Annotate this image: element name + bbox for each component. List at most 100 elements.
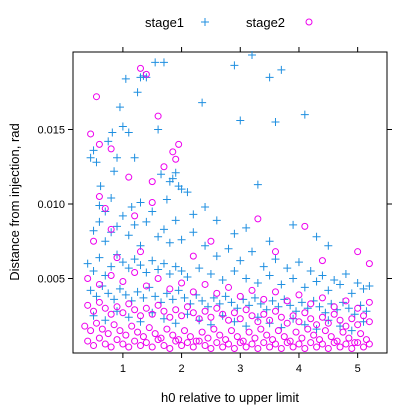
data-point-stage1 bbox=[218, 275, 227, 284]
data-point-stage2 bbox=[271, 340, 279, 348]
data-point-stage1 bbox=[306, 267, 315, 276]
data-point-stage2 bbox=[90, 237, 98, 245]
data-point-stage1 bbox=[95, 217, 104, 226]
data-point-stage2 bbox=[172, 155, 180, 163]
data-point-stage1 bbox=[151, 292, 160, 301]
data-point-stage2 bbox=[90, 342, 98, 350]
data-point-stage1 bbox=[177, 185, 186, 194]
data-point-stage2 bbox=[248, 286, 256, 294]
data-point-stage1 bbox=[253, 180, 262, 189]
data-point-stage1 bbox=[107, 262, 116, 271]
data-point-stage2 bbox=[119, 340, 127, 348]
data-point-stage1 bbox=[347, 326, 356, 335]
data-point-stage2 bbox=[160, 307, 168, 315]
legend-label-stage1: stage1 bbox=[145, 15, 184, 30]
legend-label-stage2: stage2 bbox=[246, 15, 285, 30]
data-point-stage1 bbox=[277, 65, 286, 74]
data-point-stage1 bbox=[330, 275, 339, 284]
data-point-stage2 bbox=[318, 313, 326, 321]
data-point-stage1 bbox=[127, 202, 136, 211]
data-point-stage2 bbox=[195, 337, 203, 345]
data-point-stage2 bbox=[242, 343, 250, 351]
data-point-stage2 bbox=[154, 336, 162, 344]
data-point-stage2 bbox=[225, 316, 233, 324]
data-point-stage2 bbox=[298, 334, 306, 342]
data-point-stage1 bbox=[159, 58, 168, 67]
data-point-stage2 bbox=[295, 291, 303, 299]
data-point-stage1 bbox=[315, 302, 324, 311]
data-point-stage1 bbox=[162, 195, 171, 204]
data-point-stage2 bbox=[313, 321, 321, 329]
data-point-stage2 bbox=[136, 342, 144, 350]
data-point-stage2 bbox=[357, 330, 365, 338]
data-point-stage1 bbox=[224, 244, 233, 253]
data-point-stage1 bbox=[312, 232, 321, 241]
data-point-stage2 bbox=[139, 333, 147, 341]
data-point-stage1 bbox=[201, 202, 210, 211]
data-point-stage2 bbox=[248, 312, 256, 320]
data-point-stage2 bbox=[260, 310, 268, 318]
data-point-stage1 bbox=[133, 88, 142, 97]
data-point-stage1 bbox=[336, 280, 345, 289]
data-point-stage2 bbox=[248, 340, 256, 348]
data-point-stage2 bbox=[87, 130, 95, 138]
data-point-stage2 bbox=[257, 325, 265, 333]
data-point-stage2 bbox=[204, 334, 212, 342]
data-point-stage2 bbox=[131, 269, 139, 277]
data-point-stage2 bbox=[151, 330, 159, 338]
data-point-stage2 bbox=[178, 342, 186, 350]
data-point-stage2 bbox=[169, 331, 177, 339]
data-point-stage2 bbox=[178, 312, 186, 320]
data-point-stage1 bbox=[165, 238, 174, 247]
data-point-stage2 bbox=[169, 148, 177, 156]
data-point-stage2 bbox=[125, 300, 133, 308]
data-point-stage2 bbox=[289, 343, 297, 351]
data-point-stage1 bbox=[130, 153, 139, 162]
data-point-stage1 bbox=[118, 211, 127, 220]
data-point-stage1 bbox=[312, 325, 321, 334]
data-point-stage1 bbox=[95, 253, 104, 262]
data-point-stage2 bbox=[348, 315, 356, 323]
data-point-stage1 bbox=[242, 274, 251, 283]
data-point-stage2 bbox=[324, 345, 332, 353]
data-point-stage2 bbox=[354, 304, 362, 312]
data-point-stage2 bbox=[201, 307, 209, 315]
data-point-stage2 bbox=[166, 313, 174, 321]
data-point-stage2 bbox=[154, 274, 162, 282]
data-point-stage1 bbox=[283, 264, 292, 273]
data-point-stage2 bbox=[339, 328, 347, 336]
data-point-stage2 bbox=[175, 140, 183, 148]
data-point-stage2 bbox=[254, 318, 262, 326]
data-point-stage2 bbox=[336, 343, 344, 351]
data-point-stage2 bbox=[327, 333, 335, 341]
series-stage1 bbox=[83, 50, 374, 335]
data-point-stage2 bbox=[213, 304, 221, 312]
data-point-stage2 bbox=[242, 306, 250, 314]
data-point-stage2 bbox=[207, 237, 215, 245]
data-point-stage1 bbox=[148, 207, 157, 216]
data-point-stage1 bbox=[230, 61, 239, 70]
data-point-stage2 bbox=[166, 345, 174, 353]
data-point-stage1 bbox=[180, 293, 189, 302]
data-point-stage2 bbox=[192, 337, 200, 345]
data-point-stage2 bbox=[295, 318, 303, 326]
data-point-stage2 bbox=[354, 248, 362, 256]
data-point-stage2 bbox=[236, 315, 244, 323]
data-point-stage1 bbox=[83, 259, 92, 268]
data-point-stage1 bbox=[165, 270, 174, 279]
data-point-stage2 bbox=[87, 327, 95, 335]
data-point-stage2 bbox=[230, 309, 238, 317]
data-point-stage1 bbox=[242, 322, 251, 331]
data-point-stage2 bbox=[107, 343, 115, 351]
data-point-stage1 bbox=[236, 256, 245, 265]
data-point-stage1 bbox=[136, 261, 145, 270]
data-point-stage2 bbox=[136, 64, 144, 72]
data-point-stage1 bbox=[183, 310, 192, 319]
data-point-stage1 bbox=[265, 271, 274, 280]
data-point-stage1 bbox=[297, 298, 306, 307]
data-point-stage2 bbox=[131, 337, 139, 345]
data-point-stage2 bbox=[271, 248, 279, 256]
data-point-stage1 bbox=[230, 317, 239, 326]
data-point-stage2 bbox=[154, 112, 162, 120]
data-point-stage1 bbox=[95, 201, 104, 210]
